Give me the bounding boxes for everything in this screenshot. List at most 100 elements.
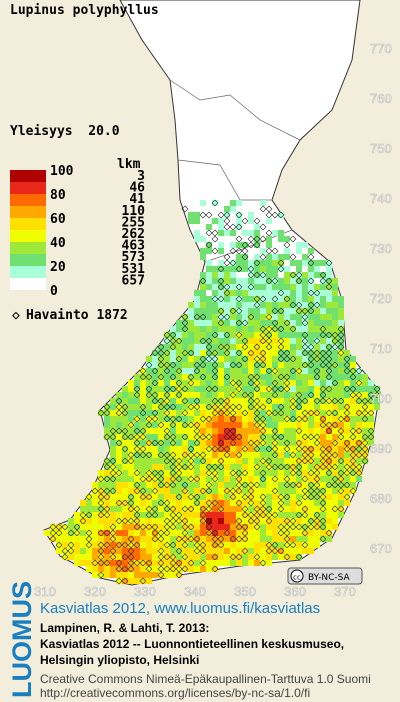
grid-cell bbox=[266, 356, 272, 362]
grid-cell bbox=[230, 398, 236, 404]
grid-cell bbox=[356, 470, 362, 476]
legend-swatch bbox=[10, 182, 46, 194]
grid-cell bbox=[254, 440, 260, 446]
grid-cell bbox=[266, 242, 272, 248]
grid-cell bbox=[152, 518, 158, 524]
grid-cell bbox=[350, 380, 356, 386]
grid-cell bbox=[302, 392, 308, 398]
grid-cell bbox=[134, 548, 140, 554]
grid-cell bbox=[170, 566, 176, 572]
legend-swatch bbox=[10, 266, 46, 278]
grid-cell bbox=[236, 482, 242, 488]
grid-cell bbox=[116, 458, 122, 464]
grid-cell bbox=[182, 470, 188, 476]
grid-cell bbox=[80, 518, 86, 524]
grid-cell bbox=[104, 410, 110, 416]
grid-cell bbox=[200, 500, 206, 506]
grid-cell bbox=[236, 278, 242, 284]
grid-cell bbox=[302, 272, 308, 278]
grid-cell bbox=[206, 434, 212, 440]
grid-cell bbox=[284, 278, 290, 284]
easting-label: 360 bbox=[284, 584, 306, 599]
grid-cell bbox=[284, 500, 290, 506]
grid-cell bbox=[212, 320, 218, 326]
grid-cell bbox=[284, 476, 290, 482]
grid-cell bbox=[272, 554, 278, 560]
grid-cell bbox=[254, 410, 260, 416]
grid-cell bbox=[116, 578, 122, 584]
grid-cell bbox=[92, 554, 98, 560]
grid-cell bbox=[326, 494, 332, 500]
grid-cell bbox=[218, 392, 224, 398]
grid-cell bbox=[308, 374, 314, 380]
grid-cell bbox=[278, 230, 284, 236]
grid-cell bbox=[188, 506, 194, 512]
grid-cell bbox=[206, 488, 212, 494]
grid-cell bbox=[152, 464, 158, 470]
grid-cell bbox=[302, 326, 308, 332]
grid-cell bbox=[86, 512, 92, 518]
grid-cell bbox=[326, 344, 332, 350]
grid-cell bbox=[278, 476, 284, 482]
grid-cell bbox=[164, 548, 170, 554]
grid-cell bbox=[278, 332, 284, 338]
grid-cell bbox=[326, 506, 332, 512]
grid-cell bbox=[284, 350, 290, 356]
grid-cell bbox=[164, 542, 170, 548]
grid-cell bbox=[344, 440, 350, 446]
grid-cell bbox=[194, 410, 200, 416]
grid-cell bbox=[332, 368, 338, 374]
grid-cell bbox=[290, 392, 296, 398]
grid-cell bbox=[290, 446, 296, 452]
grid-cell bbox=[344, 428, 350, 434]
grid-cell bbox=[230, 548, 236, 554]
grid-cell bbox=[260, 470, 266, 476]
grid-cell bbox=[224, 386, 230, 392]
grid-cell bbox=[278, 524, 284, 530]
grid-cell bbox=[248, 416, 254, 422]
grid-cell bbox=[182, 464, 188, 470]
grid-cell bbox=[368, 434, 374, 440]
grid-cell bbox=[176, 422, 182, 428]
grid-cell bbox=[122, 464, 128, 470]
grid-cell bbox=[284, 410, 290, 416]
grid-cell bbox=[158, 362, 164, 368]
grid-cell bbox=[332, 332, 338, 338]
grid-cell bbox=[284, 428, 290, 434]
grid-cell bbox=[266, 512, 272, 518]
grid-cell bbox=[248, 320, 254, 326]
grid-cell bbox=[80, 536, 86, 542]
grid-cell bbox=[212, 200, 218, 206]
grid-cell bbox=[284, 470, 290, 476]
grid-cell bbox=[128, 566, 134, 572]
grid-cell bbox=[182, 350, 188, 356]
grid-cell bbox=[284, 512, 290, 518]
grid-cell bbox=[302, 404, 308, 410]
grid-cell bbox=[260, 500, 266, 506]
grid-cell bbox=[260, 326, 266, 332]
grid-cell bbox=[338, 350, 344, 356]
grid-cell bbox=[182, 368, 188, 374]
grid-cell bbox=[230, 314, 236, 320]
grid-cell bbox=[254, 428, 260, 434]
grid-cell bbox=[266, 236, 272, 242]
grid-cell bbox=[362, 440, 368, 446]
grid-cell bbox=[344, 362, 350, 368]
grid-cell bbox=[224, 290, 230, 296]
grid-cell bbox=[146, 518, 152, 524]
grid-cell bbox=[230, 272, 236, 278]
grid-cell bbox=[356, 422, 362, 428]
grid-cell bbox=[254, 368, 260, 374]
grid-cell bbox=[290, 416, 296, 422]
grid-cell bbox=[230, 542, 236, 548]
grid-cell bbox=[74, 548, 80, 554]
grid-cell bbox=[314, 500, 320, 506]
grid-cell bbox=[266, 314, 272, 320]
grid-cell bbox=[254, 314, 260, 320]
observation bbox=[253, 241, 261, 249]
grid-cell bbox=[152, 512, 158, 518]
grid-cell bbox=[278, 326, 284, 332]
grid-cell bbox=[116, 494, 122, 500]
grid-cell bbox=[242, 428, 248, 434]
grid-cell bbox=[302, 356, 308, 362]
